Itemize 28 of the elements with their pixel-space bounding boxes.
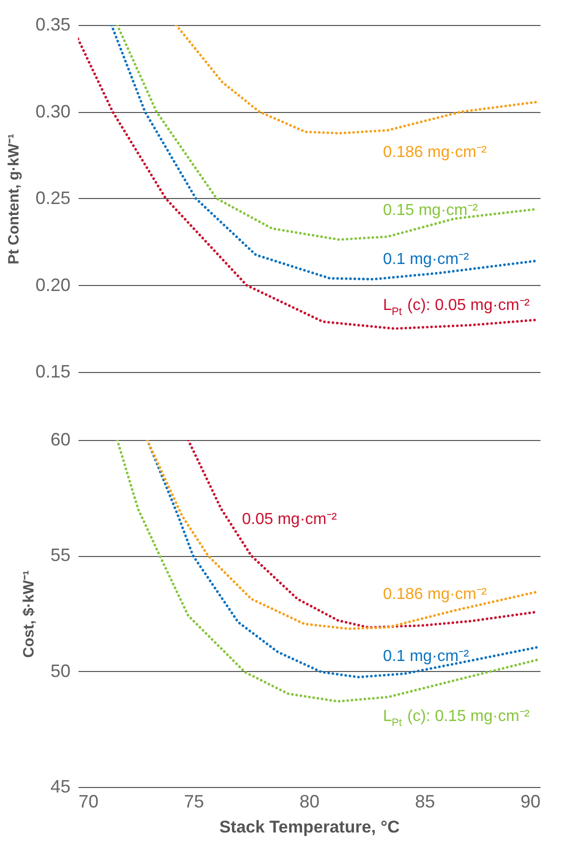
line-series xyxy=(116,25,537,241)
y-tick-label: 0.25 xyxy=(35,188,70,208)
y-axis-title: Cost, $·kW⁻¹ xyxy=(20,570,38,658)
y-tick-label: 0.30 xyxy=(35,101,70,122)
series-label: 0.186 mg·cm⁻² xyxy=(383,586,488,603)
y-tick-label: 0.15 xyxy=(35,362,70,382)
y-tick-label: 45 xyxy=(50,776,70,796)
x-tick-label: 90 xyxy=(520,792,540,812)
y-tick-label: 0.20 xyxy=(35,274,70,295)
series-label: 0.05 mg·cm⁻² xyxy=(242,511,338,528)
line-series xyxy=(110,25,537,280)
series-label: 0.1 mg·cm⁻² xyxy=(383,648,470,665)
line-series xyxy=(78,38,537,330)
series-label: 0.15 mg·cm⁻² xyxy=(383,202,478,219)
y-tick-label: 0.35 xyxy=(35,14,70,34)
series-label: 0.186 mg·cm⁻² xyxy=(383,144,488,161)
x-tick-label: 85 xyxy=(414,792,436,812)
x-tick-label: 75 xyxy=(184,792,204,812)
y-tick-label: 50 xyxy=(50,660,70,681)
line-series xyxy=(174,25,539,135)
y-tick-label: 60 xyxy=(50,430,70,450)
x-tick-label: 80 xyxy=(299,792,320,812)
x-tick-label: 70 xyxy=(78,792,99,812)
x-axis-title: Stack Temperature, °C xyxy=(219,818,400,836)
y-tick-label: 55 xyxy=(50,545,70,566)
y-axis-title: Pt Content, g·kW⁻¹ xyxy=(5,134,22,264)
line-series xyxy=(116,440,540,703)
series-label: 0.1 mg·cm⁻² xyxy=(383,251,470,268)
